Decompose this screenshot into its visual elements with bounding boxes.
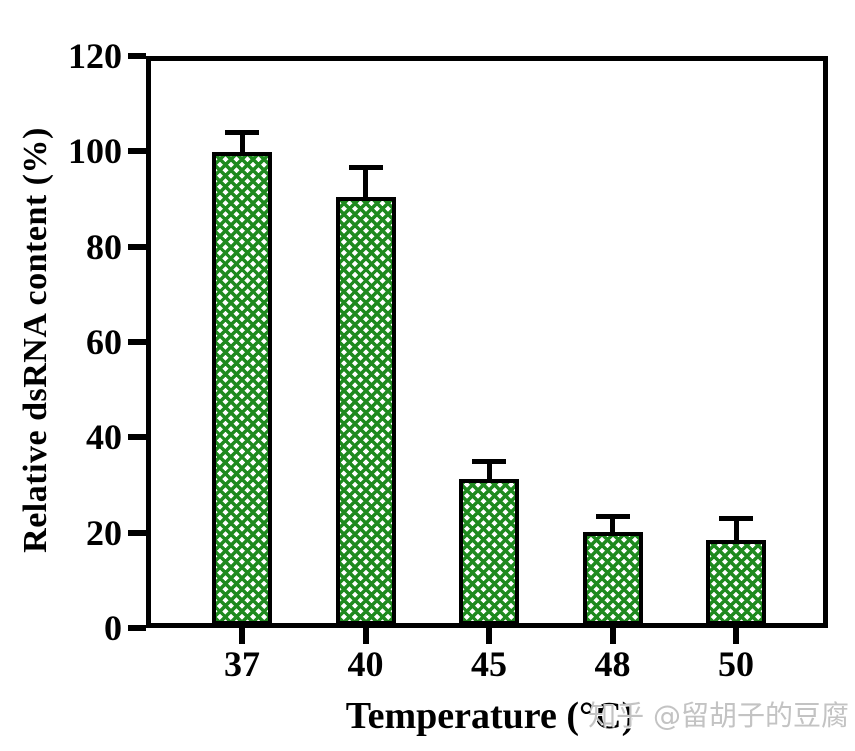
x-tick-label: 50 [718,644,754,684]
bar-50 [706,539,766,625]
y-tick [128,148,146,155]
error-bar-cap [348,165,383,171]
x-tick-label: 37 [224,644,260,684]
x-tick [733,628,739,644]
y-tick [128,625,146,631]
y-tick-label: 80 [86,226,122,267]
x-tick [609,628,616,644]
error-bar-cap [472,459,506,465]
error-bar-cap [719,516,753,522]
plot-frame [146,56,828,628]
x-tick [239,628,245,644]
error-bar-stem [239,131,245,156]
error-bar-stem [363,167,368,201]
watermark: 知乎 @留胡子的豆腐 [588,699,849,732]
error-bar-stem [733,518,739,544]
y-tick [128,529,146,536]
y-tick-label: 0 [104,608,122,648]
x-tick [486,628,492,644]
x-tick-label: 45 [471,644,507,684]
x-tick-label: 40 [347,644,384,684]
y-tick-label: 60 [86,322,122,362]
y-tick [128,243,146,250]
y-tick-label: 40 [86,417,122,458]
y-tick [128,53,146,59]
y-tick-label: 100 [68,131,122,172]
error-bar-stem [486,461,492,483]
x-tick-label: 48 [594,644,631,684]
y-tick-label: 20 [86,512,122,553]
error-bar-cap [595,513,630,519]
y-tick [128,339,146,345]
x-axis-title: Temperature (°C) [345,695,635,737]
bar-48 [582,531,643,625]
y-tick-label: 120 [68,36,122,76]
error-bar-cap [225,129,259,135]
y-tick [128,434,146,441]
x-tick [362,628,369,644]
bar-45 [459,478,519,625]
bar-40 [335,196,396,625]
bar-37 [212,151,272,625]
error-bar-stem [610,515,615,536]
